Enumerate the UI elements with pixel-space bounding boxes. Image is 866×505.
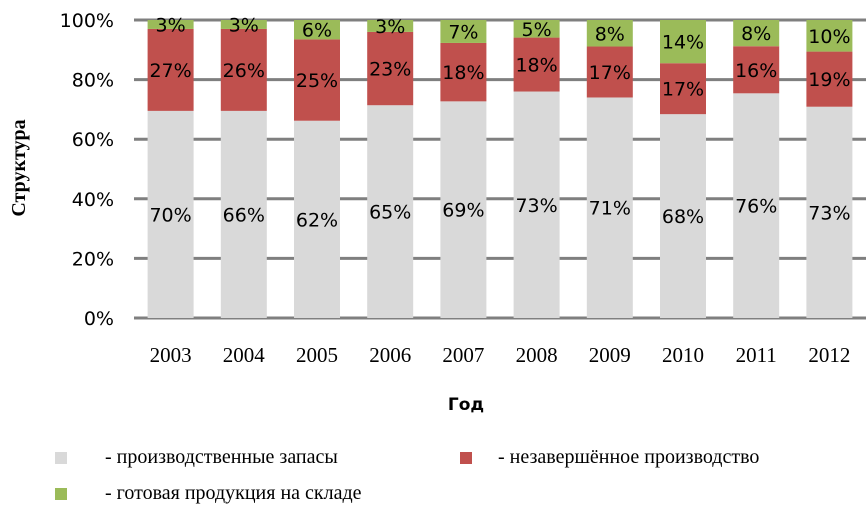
- bar-value-label: 25%: [296, 70, 338, 92]
- bar-value-label: 71%: [589, 198, 631, 220]
- x-tick-label: 2004: [223, 343, 266, 367]
- bar-value-label: 69%: [442, 200, 484, 222]
- legend-swatch-finished: [55, 487, 67, 500]
- bar-value-label: 62%: [296, 209, 338, 231]
- bar-value-label: 17%: [662, 79, 704, 101]
- y-tick-label: 0%: [84, 308, 114, 330]
- legend-item-stocks: - производственные запасы: [55, 446, 338, 469]
- y-tick-label: 20%: [72, 248, 114, 270]
- y-tick-label: 40%: [72, 189, 114, 211]
- bar-value-label: 5%: [522, 19, 552, 41]
- bar-value-label: 26%: [223, 60, 265, 82]
- bars: [147, 20, 853, 319]
- bar-value-label: 8%: [595, 23, 625, 45]
- bar-segment-finished: [513, 20, 560, 38]
- bar-labels: 70% 27% 3% 66% 26% 3% 62% 25% 6% 65% 23% 3% 69% 18% 7%…: [149, 14, 850, 231]
- bar-segment-wip: [440, 42, 487, 102]
- y-tick-label: 100%: [60, 10, 114, 32]
- x-tick-label: 2011: [736, 343, 777, 367]
- bar-segment-finished: [806, 20, 853, 52]
- bar-segment-wip: [733, 46, 780, 94]
- bar-segment-wip: [147, 28, 194, 111]
- bar-value-label: 3%: [375, 16, 405, 38]
- x-tick-label: 2010: [662, 343, 704, 367]
- bar-segment-stocks: [513, 91, 560, 319]
- bar-value-label: 14%: [662, 32, 704, 54]
- bar-value-label: 68%: [662, 206, 704, 228]
- bar-segment-stocks: [440, 101, 487, 318]
- bar-segment-stocks: [733, 93, 780, 318]
- bar-segment-stocks: [586, 97, 633, 318]
- y-tick-labels: 0% 20% 40% 60% 80% 100%: [60, 10, 114, 330]
- bar-value-label: 7%: [448, 21, 478, 43]
- bar-value-label: 17%: [589, 62, 631, 84]
- bar-segment-wip: [294, 39, 340, 121]
- bar-value-label: 73%: [808, 202, 850, 224]
- legend-label-finished: - готовая продукция на складе: [105, 482, 362, 504]
- bar-value-label: 27%: [149, 60, 191, 82]
- bar-segment-finished: [367, 20, 414, 32]
- x-axis-title: Год: [448, 395, 484, 415]
- bar-segment-stocks: [806, 106, 853, 318]
- y-tick-label: 60%: [72, 129, 114, 151]
- bar-segment-finished: [660, 20, 706, 64]
- bar-value-label: 23%: [369, 59, 411, 81]
- bar-segment-stocks: [367, 105, 414, 318]
- bar-value-label: 18%: [442, 62, 484, 84]
- bar-value-label: 70%: [149, 204, 191, 226]
- bar-value-label: 18%: [515, 55, 557, 77]
- bar-value-label: 8%: [741, 23, 771, 45]
- legend-label-stocks: - производственные запасы: [105, 446, 338, 468]
- legend-item-finished: - готовая продукция на складе: [55, 482, 362, 505]
- bar-segment-finished: [294, 20, 340, 40]
- x-tick-label: 2007: [442, 343, 484, 367]
- y-tick-label: 80%: [72, 70, 114, 92]
- x-tick-label: 2009: [589, 343, 631, 367]
- legend-swatch-wip: [460, 451, 472, 464]
- bar-value-label: 3%: [156, 14, 186, 36]
- bar-segment-stocks: [147, 110, 194, 318]
- legend-item-wip: - незавершённое производство: [460, 446, 759, 469]
- bar-segment-finished: [147, 20, 194, 29]
- x-tick-label: 2008: [516, 343, 558, 367]
- bar-segment-wip: [513, 37, 560, 92]
- legend: - производственные запасы - незавершённо…: [0, 430, 866, 505]
- x-tick-label: 2003: [150, 343, 192, 367]
- bar-segment-finished: [733, 20, 780, 47]
- bar-value-label: 76%: [735, 196, 777, 218]
- bar-segment-stocks: [220, 110, 267, 318]
- bar-segment-wip: [367, 31, 414, 106]
- legend-label-wip: - незавершённое производство: [498, 446, 760, 468]
- bar-value-label: 10%: [808, 26, 850, 48]
- legend-swatch-stocks: [55, 451, 67, 464]
- bar-segment-wip: [660, 63, 706, 115]
- bar-segment-finished: [586, 20, 633, 47]
- bar-segment-wip: [586, 46, 633, 98]
- x-tick-label: 2006: [369, 343, 411, 367]
- bar-segment-wip: [220, 28, 267, 111]
- bar-segment-stocks: [294, 120, 340, 318]
- bar-segment-wip: [806, 51, 853, 107]
- bar-value-label: 73%: [515, 195, 557, 217]
- bar-value-label: 66%: [223, 204, 265, 226]
- x-tick-labels: 2003 2004 2005 2006 2007 2008 2009 2010 2011 2012: [150, 343, 851, 367]
- bar-segment-finished: [220, 20, 267, 29]
- bar-value-label: 3%: [229, 14, 259, 36]
- bar-value-label: 65%: [369, 202, 411, 224]
- y-axis-title: Структура: [8, 119, 30, 216]
- bar-value-label: 6%: [302, 20, 332, 42]
- x-tick-label: 2005: [296, 343, 338, 367]
- x-tick-label: 2012: [808, 343, 850, 367]
- bar-segment-stocks: [660, 114, 706, 318]
- stacked-bar-chart: 70% 27% 3% 66% 26% 3% 62% 25% 6% 65% 23% 3% 69% 18% 7%…: [8, 10, 866, 415]
- bar-segment-finished: [440, 20, 487, 43]
- bar-value-label: 16%: [735, 60, 777, 82]
- bar-value-label: 19%: [808, 69, 850, 91]
